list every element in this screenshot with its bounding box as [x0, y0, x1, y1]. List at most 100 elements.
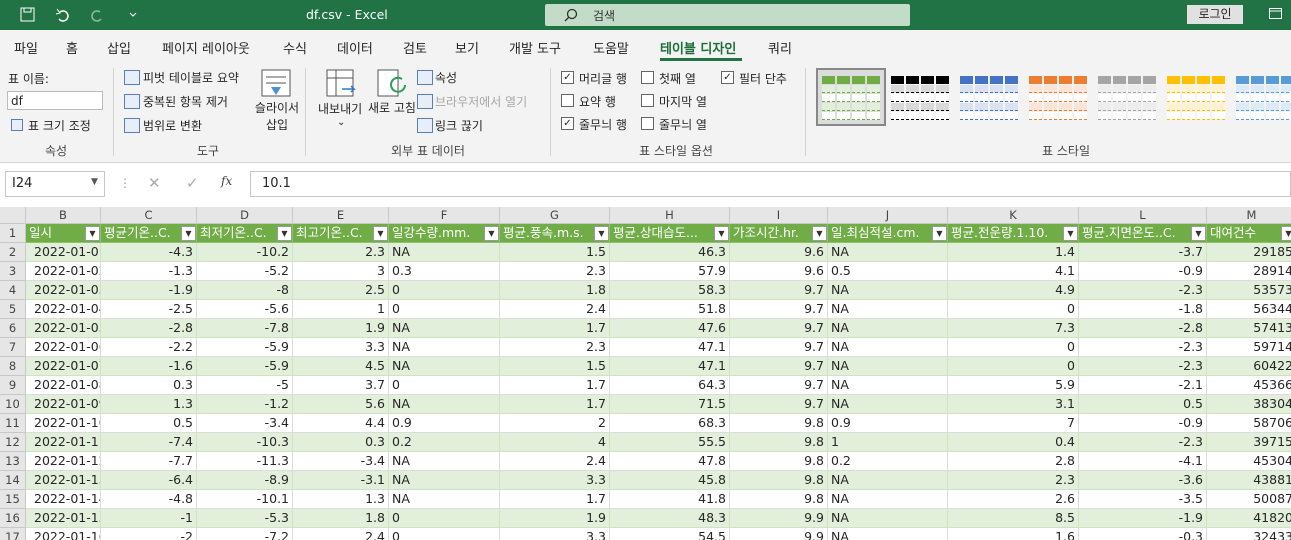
- row-header[interactable]: 11: [0, 414, 26, 433]
- login-button[interactable]: 로그인: [1187, 5, 1243, 24]
- column-header[interactable]: M: [1207, 207, 1291, 224]
- ribbon-tab[interactable]: 검토: [403, 42, 427, 57]
- filter-button[interactable]: ▼: [277, 226, 292, 241]
- row-header[interactable]: 4: [0, 281, 26, 300]
- column-header[interactable]: D: [197, 207, 293, 224]
- thumb-cell: [1266, 103, 1279, 111]
- filter-button[interactable]: ▼: [373, 226, 388, 241]
- checkbox-label[interactable]: 요약 행: [579, 95, 616, 109]
- column-header[interactable]: F: [389, 207, 500, 224]
- filter-button[interactable]: ▼: [714, 226, 729, 241]
- checkbox[interactable]: ✓: [561, 117, 574, 130]
- filter-button[interactable]: ▼: [181, 226, 196, 241]
- row-header[interactable]: 7: [0, 338, 26, 357]
- column-header[interactable]: E: [293, 207, 389, 224]
- row-header[interactable]: 13: [0, 452, 26, 471]
- column-header[interactable]: G: [500, 207, 610, 224]
- tools-button[interactable]: 피벗 테이블로 요약: [143, 71, 239, 85]
- column-header[interactable]: K: [948, 207, 1079, 224]
- checkbox-label[interactable]: 마지막 열: [659, 95, 707, 109]
- external-button[interactable]: 속성: [435, 71, 458, 85]
- table-style-thumbnail[interactable]: [887, 70, 953, 124]
- quick-access-toolbar[interactable]: [20, 7, 140, 23]
- thumb-cell: [1098, 112, 1111, 120]
- insert-slicer-button[interactable]: 슬라이서 삽입: [254, 101, 300, 132]
- ribbon-display-button[interactable]: [1269, 8, 1283, 20]
- checkbox-label[interactable]: 줄무늬 열: [659, 118, 707, 132]
- filter-button[interactable]: ▼: [932, 226, 947, 241]
- tools-button[interactable]: 범위로 변환: [143, 119, 203, 133]
- row-header[interactable]: 3: [0, 262, 26, 281]
- checkbox[interactable]: ✓: [721, 71, 734, 84]
- table-cell: 58706: [1207, 414, 1291, 433]
- ribbon-tab[interactable]: 도움말: [593, 42, 629, 57]
- checkbox-label[interactable]: 머리글 행: [579, 72, 627, 86]
- checkbox-label[interactable]: 필터 단추: [739, 72, 787, 86]
- export-button[interactable]: 내보내기: [318, 102, 363, 116]
- column-header[interactable]: L: [1079, 207, 1207, 224]
- checkbox[interactable]: [641, 117, 654, 130]
- filter-button[interactable]: ▼: [812, 226, 827, 241]
- ribbon-tab[interactable]: 페이지 레이아웃: [162, 42, 250, 57]
- filter-button[interactable]: ▼: [484, 226, 499, 241]
- external-button[interactable]: 링크 끊기: [435, 119, 483, 133]
- ribbon-tab[interactable]: 홈: [66, 42, 78, 57]
- column-header[interactable]: B: [26, 207, 101, 224]
- ribbon-tab[interactable]: 쿼리: [768, 42, 792, 57]
- ribbon-tab[interactable]: 데이터: [337, 42, 373, 57]
- thumb-cell: [1182, 85, 1195, 93]
- row-header[interactable]: 2: [0, 243, 26, 262]
- filter-button[interactable]: ▼: [85, 226, 100, 241]
- ribbon-tab[interactable]: 개발 도구: [509, 42, 561, 57]
- thumb-cell: [1143, 112, 1156, 120]
- row-header[interactable]: 8: [0, 357, 26, 376]
- tools-button[interactable]: 중복된 항목 제거: [143, 95, 228, 109]
- ribbon-tab[interactable]: 수식: [283, 42, 307, 57]
- table-name-input[interactable]: df: [7, 91, 103, 110]
- row-header[interactable]: 5: [0, 300, 26, 319]
- filter-button[interactable]: ▼: [1191, 226, 1206, 241]
- checkbox[interactable]: ✓: [561, 71, 574, 84]
- formula-input[interactable]: 10.1: [250, 171, 1291, 197]
- name-box[interactable]: I24: [5, 171, 105, 197]
- thumb-cell: [1251, 85, 1264, 93]
- row-header[interactable]: 17: [0, 528, 26, 540]
- ribbon-tab[interactable]: 테이블 디자인: [660, 42, 737, 57]
- table-style-thumbnail[interactable]: [1163, 70, 1229, 124]
- checkbox[interactable]: [641, 94, 654, 107]
- checkbox-label[interactable]: 줄무늬 행: [579, 118, 627, 132]
- checkbox[interactable]: [561, 94, 574, 107]
- table-style-thumbnail[interactable]: [1025, 70, 1091, 124]
- filter-button[interactable]: ▼: [1281, 226, 1291, 241]
- row-header[interactable]: 1: [0, 224, 26, 243]
- filter-button[interactable]: ▼: [594, 226, 609, 241]
- table-style-thumbnail[interactable]: [816, 68, 886, 126]
- row-header[interactable]: 9: [0, 376, 26, 395]
- ribbon-tab[interactable]: 파일: [14, 42, 38, 57]
- table-cell: 5.6: [293, 395, 389, 414]
- select-all-corner[interactable]: [0, 207, 26, 224]
- ribbon-tab[interactable]: 삽입: [107, 42, 131, 57]
- filter-button[interactable]: ▼: [1063, 226, 1078, 241]
- refresh-button[interactable]: 새로 고침: [368, 101, 416, 115]
- table-style-thumbnail[interactable]: [956, 70, 1022, 124]
- row-header[interactable]: 10: [0, 395, 26, 414]
- row-header[interactable]: 16: [0, 509, 26, 528]
- column-header[interactable]: I: [730, 207, 828, 224]
- row-header[interactable]: 6: [0, 319, 26, 338]
- search-box[interactable]: 검색: [545, 4, 910, 26]
- resize-table-button[interactable]: 표 크기 조정: [28, 119, 91, 133]
- row-header[interactable]: 14: [0, 471, 26, 490]
- column-header[interactable]: J: [828, 207, 948, 224]
- row-header[interactable]: 15: [0, 490, 26, 509]
- ribbon-tab[interactable]: 보기: [455, 42, 479, 57]
- table-style-thumbnail[interactable]: [1232, 70, 1291, 124]
- column-header[interactable]: H: [610, 207, 730, 224]
- table-style-thumbnail[interactable]: [1094, 70, 1160, 124]
- external-button[interactable]: 브라우저에서 열기: [435, 95, 528, 109]
- checkbox[interactable]: [641, 71, 654, 84]
- row-header[interactable]: 12: [0, 433, 26, 452]
- thumb-cell: [1098, 76, 1111, 84]
- column-header[interactable]: C: [101, 207, 197, 224]
- checkbox-label[interactable]: 첫째 열: [659, 72, 696, 86]
